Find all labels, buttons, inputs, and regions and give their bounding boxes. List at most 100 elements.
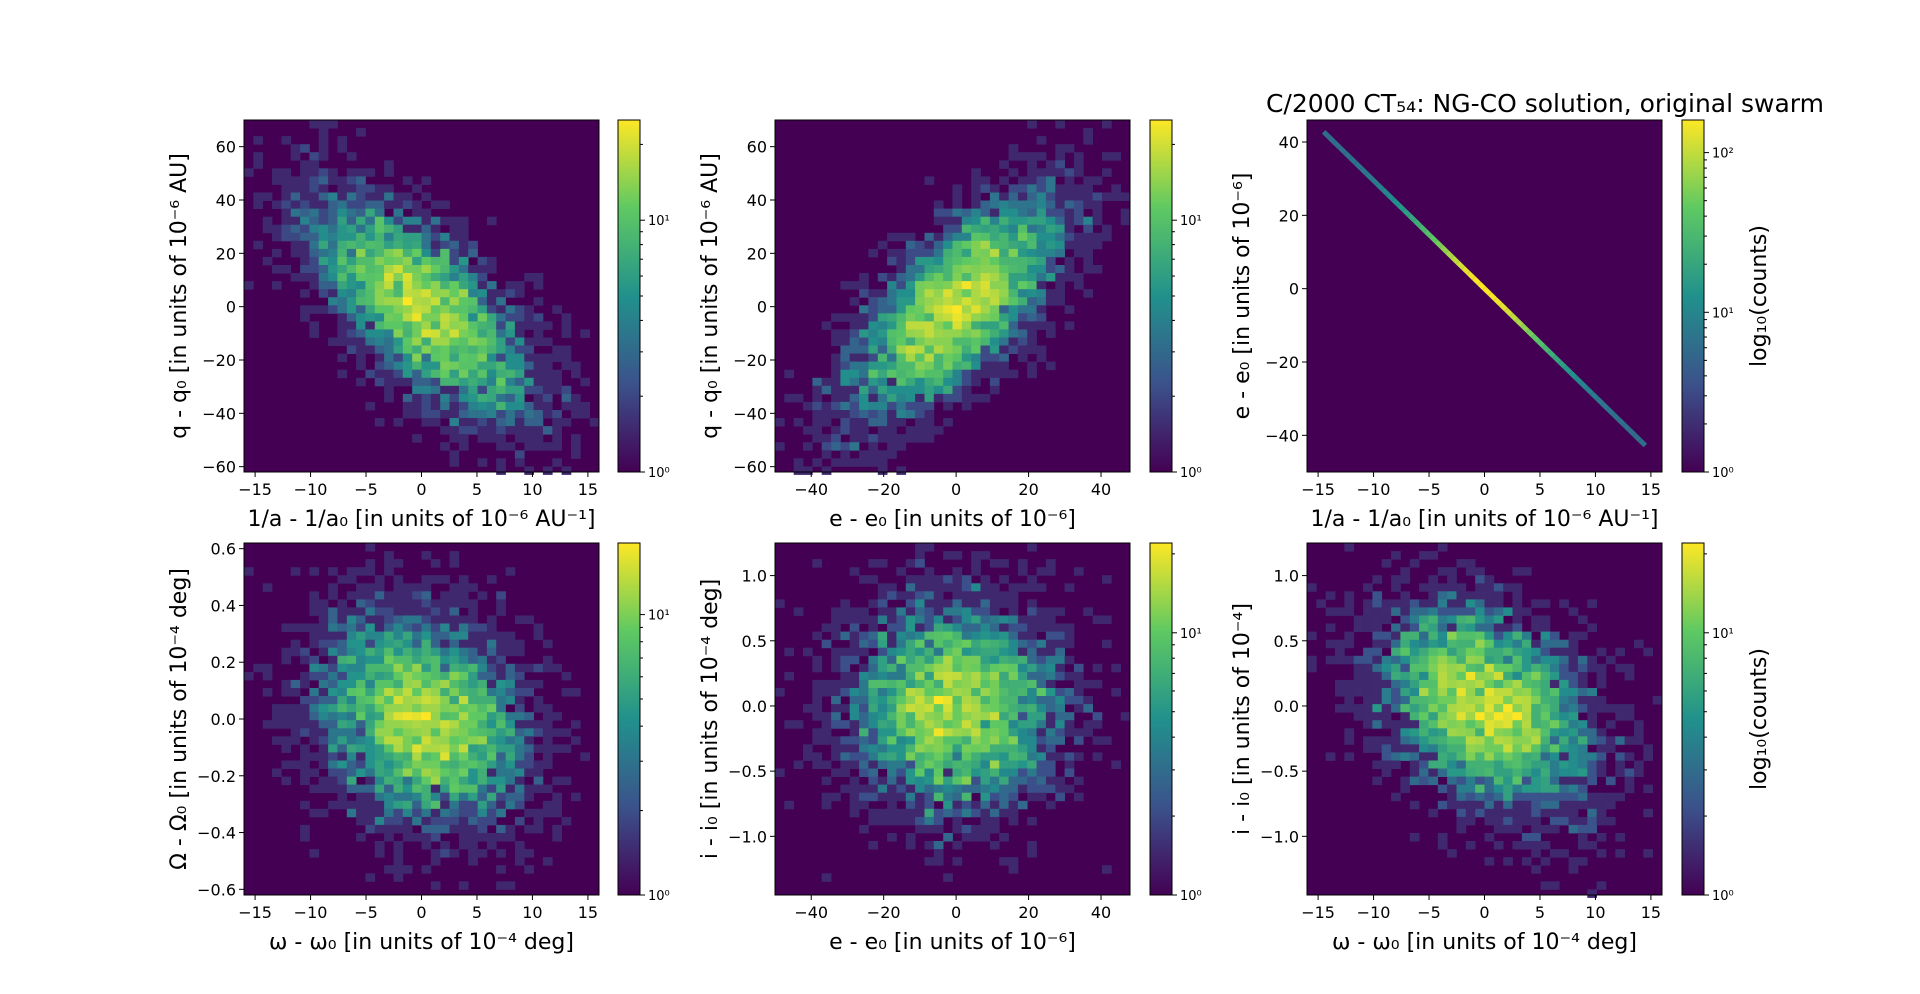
density-cell [1540, 800, 1551, 810]
density-cell [905, 232, 916, 242]
density-cell [1045, 200, 1056, 209]
density-cells [1321, 130, 1648, 448]
density-cell [542, 361, 553, 371]
density-cell [868, 434, 879, 443]
density-cell [905, 385, 916, 395]
density-cell [486, 663, 497, 673]
density-cell [999, 224, 1009, 234]
density-cell [1465, 607, 1476, 616]
density-cell [905, 329, 916, 338]
density-cell [989, 208, 1000, 218]
density-cell [449, 281, 460, 290]
density-cell [421, 281, 432, 290]
density-cell [896, 792, 907, 802]
density-cell [1353, 712, 1364, 721]
density-cell [896, 281, 907, 290]
density-cell [514, 393, 525, 403]
density-cell [440, 353, 450, 363]
density-cell [514, 337, 525, 346]
density-cell [915, 696, 925, 705]
density-cell [468, 671, 478, 681]
density-cell [468, 385, 478, 395]
density-cell [1363, 623, 1373, 632]
density-cell [971, 720, 981, 729]
density-cell [468, 841, 478, 850]
density-cell [803, 466, 813, 475]
density-cell [887, 744, 897, 753]
density-cell [486, 305, 497, 314]
density-cell [989, 712, 1000, 721]
density-cell [1008, 607, 1019, 616]
x-tick-label: 5 [1535, 480, 1545, 499]
density-cell [412, 792, 422, 802]
density-cell [1521, 800, 1532, 810]
density-cell [514, 679, 525, 689]
density-cell [1008, 168, 1019, 177]
density-cell [449, 696, 460, 705]
density-cell [924, 776, 935, 786]
density-cell [1512, 760, 1523, 769]
density-cell [533, 434, 544, 443]
density-cell [1484, 833, 1495, 842]
density-cell [924, 248, 935, 258]
density-cell [374, 329, 385, 338]
density-cell [915, 551, 925, 560]
density-cell [505, 824, 516, 834]
density-cell [1568, 631, 1579, 641]
density-cell [1512, 736, 1523, 745]
density-line-segment [1573, 375, 1583, 385]
density-cell [784, 720, 794, 729]
density-cell [1437, 704, 1448, 713]
x-tick-label: 20 [1018, 480, 1038, 499]
density-cell [1456, 591, 1467, 600]
density-cell [943, 679, 953, 689]
density-cell [887, 776, 897, 786]
density-cell [505, 881, 516, 890]
density-cell [486, 800, 497, 810]
density-cell [430, 631, 441, 641]
density-cell [1036, 679, 1047, 689]
density-cell [430, 256, 441, 266]
density-cell [1428, 615, 1439, 624]
density-line-segment [1466, 271, 1476, 281]
density-cell [328, 696, 338, 705]
density-cell [300, 671, 310, 681]
density-cell [272, 224, 282, 234]
density-cell [887, 800, 897, 810]
colorbar-tick-label: 10¹ [1712, 306, 1734, 321]
density-cell [877, 760, 888, 769]
density-cell [458, 808, 469, 818]
density-cell [1503, 736, 1513, 745]
density-cell [877, 418, 888, 427]
density-cell [346, 760, 357, 769]
density-cell [1064, 784, 1075, 794]
density-cell [393, 256, 404, 266]
density-cell [524, 792, 534, 802]
density-cell [300, 623, 310, 632]
density-cell [384, 192, 394, 201]
density-cell [896, 353, 907, 363]
density-cell [1008, 329, 1019, 338]
density-cell [1381, 704, 1392, 713]
density-cell [1400, 720, 1411, 729]
density-cell [449, 808, 460, 818]
density-cell [318, 136, 329, 145]
density-cell [365, 583, 376, 592]
density-cell [859, 329, 869, 338]
density-cell [1027, 337, 1037, 346]
density-cell [458, 256, 469, 266]
density-cell [468, 401, 478, 411]
density-cell [905, 671, 916, 681]
density-cell [1531, 792, 1541, 802]
density-cell [318, 216, 329, 226]
density-cell [980, 704, 991, 713]
density-cell [868, 410, 879, 419]
density-cell [374, 377, 385, 387]
density-cell [1055, 297, 1065, 306]
density-cell [1503, 776, 1513, 786]
density-cell [877, 450, 888, 459]
density-cell [468, 631, 478, 641]
density-cell [887, 768, 897, 777]
density-cell [905, 760, 916, 769]
density-cell [859, 361, 869, 371]
